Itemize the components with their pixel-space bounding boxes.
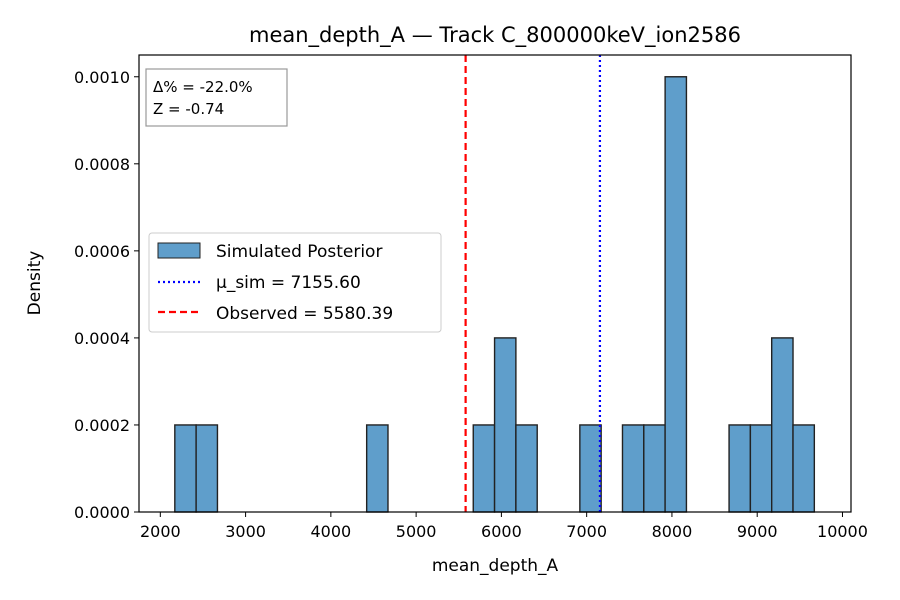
x-tick-label: 8000 (652, 522, 693, 541)
y-tick-label: 0.0008 (74, 155, 130, 174)
x-axis-ticks: 2000 3000 4000 5000 6000 7000 8000 9000 10000 (140, 512, 868, 541)
histogram-bar (515, 424, 538, 513)
histogram-bar (621, 424, 645, 513)
x-tick-label: 3000 (225, 522, 266, 541)
histogram-bar (493, 337, 517, 513)
histogram-bar (472, 424, 496, 513)
x-tick-label: 6000 (481, 522, 522, 541)
histogram-bar (749, 424, 773, 513)
y-tick-label: 0.0004 (74, 329, 130, 348)
legend-label-posterior: Simulated Posterior (216, 242, 382, 262)
stats-annotation: Δ% = -22.0% Z = -0.74 (145, 68, 288, 127)
x-tick-label: 7000 (566, 522, 607, 541)
histogram-bar (174, 424, 197, 513)
legend-swatch-posterior (157, 242, 201, 259)
x-tick-label: 5000 (396, 522, 437, 541)
x-tick-label: 2000 (140, 522, 181, 541)
annotation-box (145, 68, 288, 127)
annotation-delta: Δ% = -22.0% (153, 78, 253, 96)
annotation-z: Z = -0.74 (153, 100, 224, 118)
x-tick-label: 9000 (737, 522, 778, 541)
histogram-bar (643, 424, 666, 513)
legend-label-observed: Observed = 5580.39 (216, 304, 393, 324)
y-tick-label: 0.0002 (74, 416, 130, 435)
histogram-bar (365, 424, 389, 513)
histogram-bar (579, 424, 602, 513)
histogram-bar (195, 424, 219, 513)
y-tick-label: 0.0006 (74, 242, 130, 261)
legend-box (148, 232, 442, 333)
y-axis-label: Density (25, 251, 45, 316)
legend-label-mu-sim: μ_sim = 7155.60 (216, 273, 361, 293)
histogram-bar (792, 424, 816, 513)
reference-lines (464, 55, 602, 512)
y-axis-ticks: 0.0000 0.0002 0.0004 0.0006 0.0008 0.0010 (74, 68, 139, 522)
x-axis-label: mean_depth_A (432, 556, 559, 576)
histogram-bar (728, 424, 752, 513)
y-tick-label: 0.0010 (74, 68, 130, 87)
plot-frame (138, 54, 852, 513)
x-tick-label: 10000 (817, 522, 868, 541)
legend: Simulated Posterior μ_sim = 7155.60 Obse… (148, 232, 442, 333)
x-tick-label: 4000 (310, 522, 351, 541)
y-tick-label: 0.0000 (74, 503, 130, 522)
histogram-bar (770, 337, 794, 513)
chart-title: mean_depth_A — Track C_800000keV_ion2586 (249, 23, 741, 48)
histogram-bar (664, 76, 688, 513)
